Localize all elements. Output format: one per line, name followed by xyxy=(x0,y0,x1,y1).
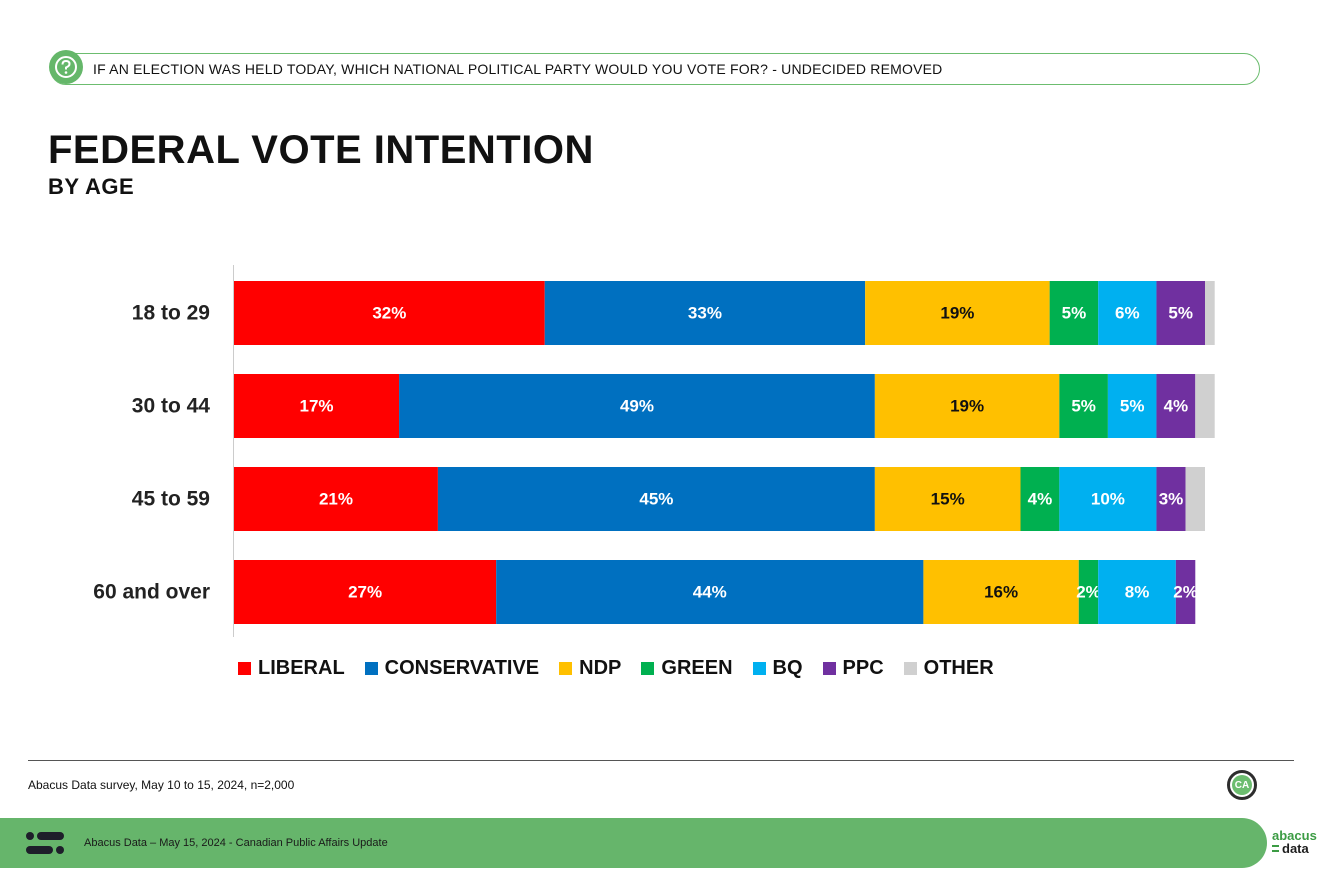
bar-segment-other xyxy=(1195,374,1215,438)
legend-item: LIBERAL xyxy=(238,657,345,680)
data-label: 17% xyxy=(300,397,334,416)
question-banner: IF AN ELECTION WAS HELD TODAY, WHICH NAT… xyxy=(49,50,1260,85)
data-label: 32% xyxy=(372,304,406,323)
source-note: Abacus Data survey, May 10 to 15, 2024, … xyxy=(28,778,295,792)
legend-label: BQ xyxy=(772,656,803,679)
data-label: 4% xyxy=(1164,397,1189,416)
chart-legend: LIBERAL CONSERVATIVE NDP GREEN BQ PPC OTHER xyxy=(238,655,1014,681)
legend-item: BQ xyxy=(752,656,803,680)
data-label: 21% xyxy=(319,490,353,509)
legend-swatch xyxy=(752,661,766,675)
bar-segment-green xyxy=(1078,560,1099,624)
abacus-mark-icon xyxy=(26,832,64,854)
legend-swatch xyxy=(238,661,251,675)
legend-label: LIBERAL xyxy=(258,656,345,679)
stacked-bar-chart: 18 to 29 32% 33% 19% 5% 6% 5% 30 to 44 17% 49% 19%… xyxy=(93,265,1215,637)
data-label: 6% xyxy=(1115,304,1140,323)
legend-item: NDP xyxy=(559,657,621,680)
bar-segment-green xyxy=(1049,281,1099,345)
bar-segment-green xyxy=(1020,467,1060,531)
category-label: 18 to 29 xyxy=(132,302,210,325)
question-icon xyxy=(49,50,83,84)
legend-label: OTHER xyxy=(923,656,994,679)
page-subtitle: BY AGE xyxy=(48,174,135,199)
data-label: 19% xyxy=(940,304,974,323)
bar-segment-conservative xyxy=(437,467,875,531)
bar-segment-bq xyxy=(1107,374,1157,438)
data-label: 2% xyxy=(1076,583,1101,602)
data-label: 27% xyxy=(348,583,382,602)
ca-badge-icon: CA xyxy=(1227,770,1257,800)
data-label: 3% xyxy=(1159,490,1184,509)
data-label: 16% xyxy=(984,583,1018,602)
legend-swatch xyxy=(903,661,917,675)
legend-item: CONSERVATIVE xyxy=(364,656,540,680)
legend-label: GREEN xyxy=(661,656,733,679)
data-label: 33% xyxy=(688,304,722,323)
data-label: 5% xyxy=(1120,397,1145,416)
bar-segment-ndp xyxy=(874,467,1021,531)
divider xyxy=(28,760,1294,761)
brand-bottom: data xyxy=(1282,841,1309,856)
bar-segment-green xyxy=(1059,374,1108,438)
data-label: 5% xyxy=(1071,397,1096,416)
legend-label: PPC xyxy=(842,656,884,679)
data-label: 10% xyxy=(1091,490,1125,509)
bar-segment-ppc xyxy=(1156,281,1205,345)
bar-segment-ndp xyxy=(874,374,1060,438)
bar-segment-liberal xyxy=(234,281,545,345)
legend-swatch xyxy=(364,661,378,675)
bar-segment-liberal xyxy=(234,560,497,624)
bar-segment-ppc xyxy=(1156,467,1186,531)
data-label: 5% xyxy=(1062,304,1087,323)
bar-segment-bq xyxy=(1098,560,1176,624)
data-label: 44% xyxy=(693,583,727,602)
page-title: FEDERAL VOTE INTENTION xyxy=(48,128,594,172)
legend-item: GREEN xyxy=(641,656,733,680)
bar-segment-conservative xyxy=(496,560,924,624)
brand-dots-icon xyxy=(1272,845,1279,852)
bar-segment-other xyxy=(1185,467,1205,531)
data-label: 2% xyxy=(1173,583,1198,602)
legend-swatch xyxy=(641,661,655,675)
legend-item: PPC xyxy=(822,656,884,680)
ca-badge-label: CA xyxy=(1232,775,1252,795)
category-label: 60 and over xyxy=(93,581,210,604)
category-label: 45 to 59 xyxy=(132,488,210,511)
data-label: 19% xyxy=(950,397,984,416)
abacus-data-logo: abacus data xyxy=(1272,829,1317,855)
question-text: IF AN ELECTION WAS HELD TODAY, WHICH NAT… xyxy=(93,61,943,77)
legend-swatch xyxy=(822,661,836,675)
bar-segment-bq xyxy=(1059,467,1157,531)
bar-segment-ndp xyxy=(923,560,1079,624)
footer-text: Abacus Data – May 15, 2024 - Canadian Pu… xyxy=(84,837,388,849)
bar-segment-conservative xyxy=(399,374,875,438)
footer-band: Abacus Data – May 15, 2024 - Canadian Pu… xyxy=(0,818,1267,868)
data-label: 15% xyxy=(931,490,965,509)
category-label: 30 to 44 xyxy=(132,395,211,418)
bar-segment-ppc xyxy=(1175,560,1196,624)
legend-label: NDP xyxy=(579,656,622,679)
bar-segment-liberal xyxy=(234,467,438,531)
bar-segment-bq xyxy=(1098,281,1157,345)
data-label: 8% xyxy=(1125,583,1150,602)
data-label: 45% xyxy=(639,490,673,509)
bar-segment-ppc xyxy=(1156,374,1196,438)
brand-top: abacus xyxy=(1272,828,1317,843)
bar-segment-ndp xyxy=(865,281,1050,345)
legend-label: CONSERVATIVE xyxy=(384,656,540,679)
legend-item: OTHER xyxy=(903,656,994,680)
bar-segment-other xyxy=(1205,281,1215,345)
data-label: 5% xyxy=(1168,304,1193,323)
legend-swatch xyxy=(559,661,573,675)
data-label: 49% xyxy=(620,397,654,416)
bar-segment-liberal xyxy=(234,374,400,438)
bar-segment-conservative xyxy=(544,281,866,345)
data-label: 4% xyxy=(1028,490,1053,509)
